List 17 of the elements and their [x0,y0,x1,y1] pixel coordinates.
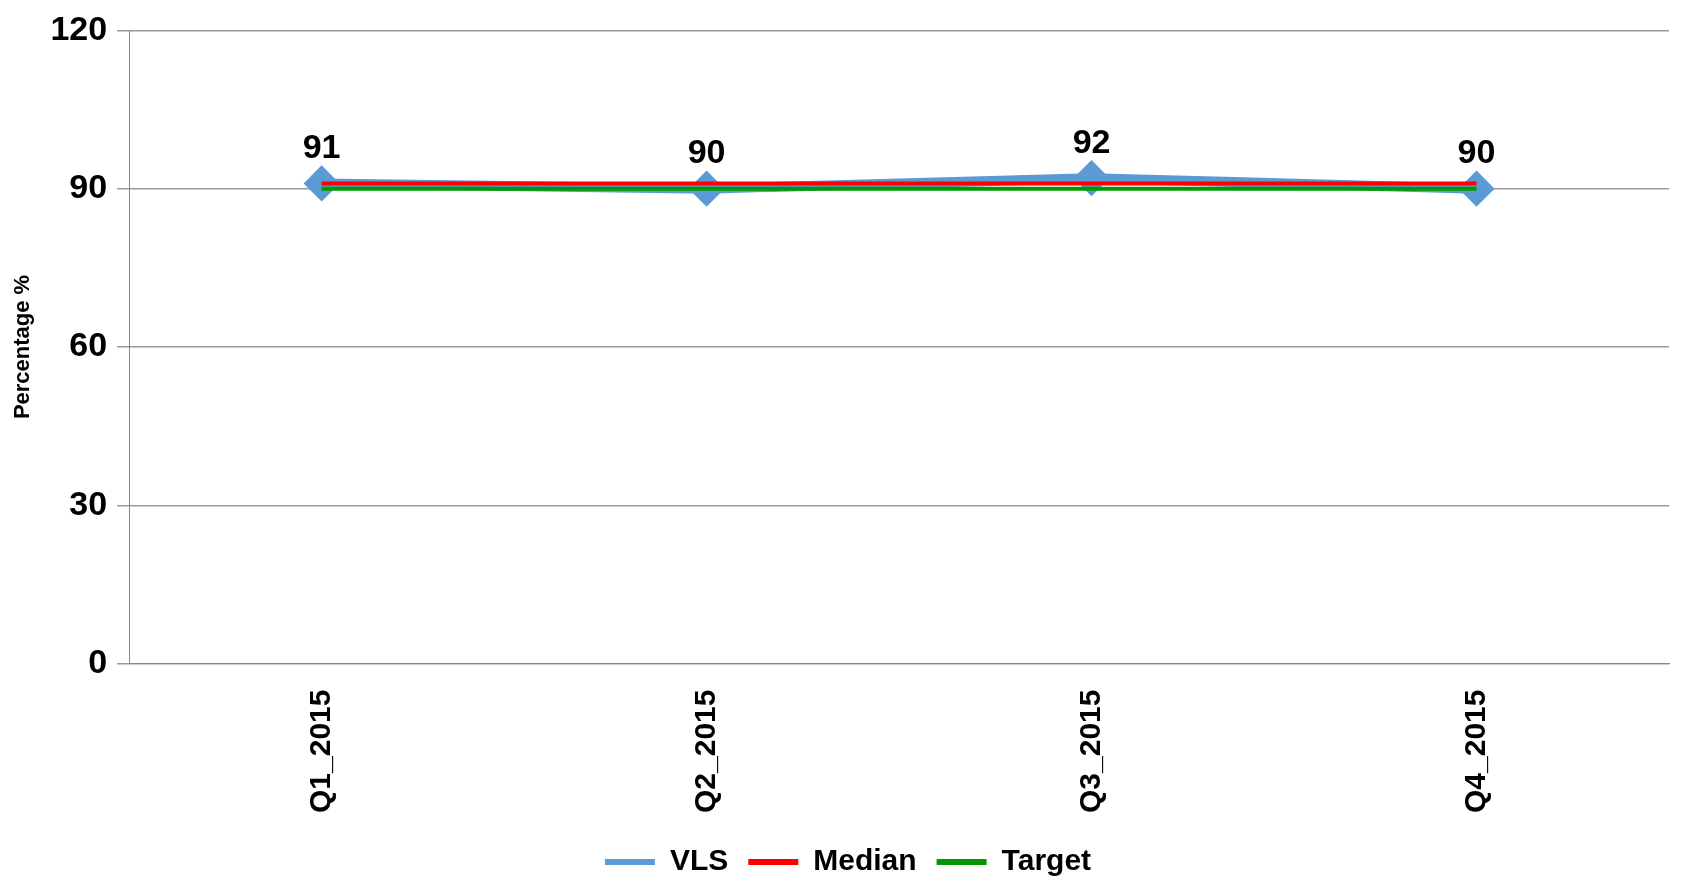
x-tick-label: Q1_2015 [302,689,336,814]
legend-label: Median [813,843,917,877]
data-label: 90 [1457,132,1496,171]
x-tick-label: Q3_2015 [1072,689,1106,814]
legend-label: VLS [669,843,729,877]
data-label: 92 [1072,121,1111,160]
data-label: 90 [687,132,726,171]
data-label: 91 [302,126,341,165]
x-tick-label: Q2_2015 [687,689,721,814]
y-tick-label: 0 [88,641,108,680]
y-tick-label: 90 [69,167,108,206]
y-tick-label: 120 [50,8,108,47]
y-tick-label: 60 [69,325,108,364]
x-tick-label: Q4_2015 [1457,689,1491,814]
legend-label: Target [1001,843,1092,877]
y-axis-title: Percentage % [9,274,35,420]
y-tick-label: 30 [69,483,108,522]
